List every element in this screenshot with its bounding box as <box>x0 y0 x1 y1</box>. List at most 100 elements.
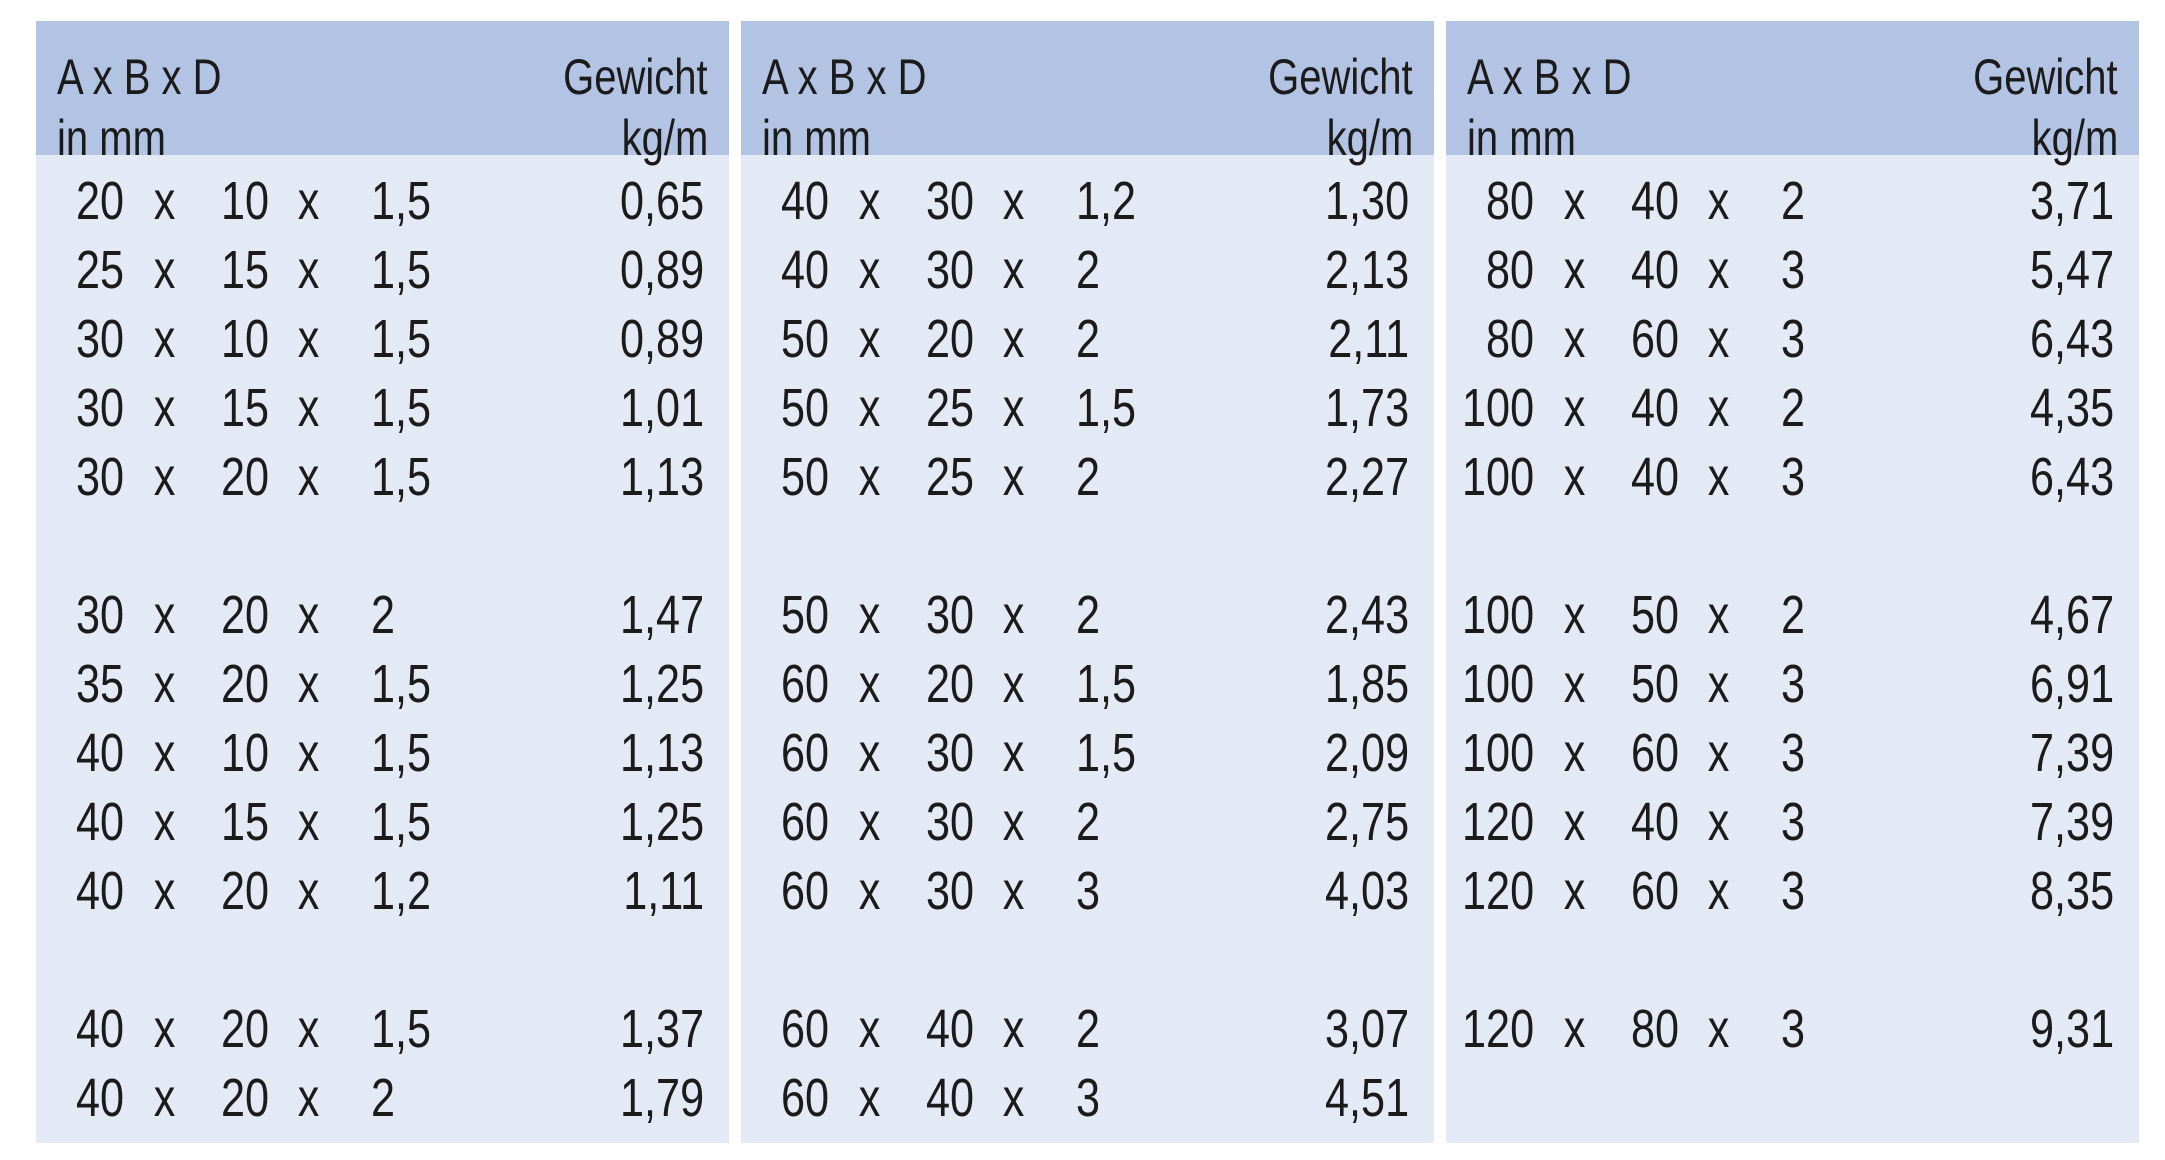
dimension-a: 100 <box>1461 654 1534 714</box>
dimension-d: 3 <box>1781 723 1806 783</box>
weight-value: 0,89 <box>619 309 704 369</box>
dimension-a: 30 <box>75 309 124 369</box>
times-sign: x <box>1563 723 1586 783</box>
times-sign: x <box>153 654 176 714</box>
times-sign: x <box>858 999 881 1059</box>
dimension-d: 1,5 <box>371 378 432 438</box>
dimension-b: 10 <box>220 723 269 783</box>
weight-value: 0,89 <box>619 240 704 300</box>
dimension-a: 100 <box>1461 447 1534 507</box>
times-sign: x <box>858 792 881 852</box>
dimension-b: 30 <box>925 585 974 645</box>
weight-value: 1,11 <box>623 861 704 921</box>
dimension-a: 60 <box>780 723 829 783</box>
dimension-b: 50 <box>1630 585 1679 645</box>
dimension-a: 40 <box>75 861 124 921</box>
dimension-b: 15 <box>220 792 269 852</box>
times-sign: x <box>1707 378 1730 438</box>
times-sign: x <box>153 861 176 921</box>
times-sign: x <box>858 723 881 783</box>
weight-value: 6,91 <box>2029 654 2114 714</box>
times-sign: x <box>1707 723 1730 783</box>
dimension-b: 60 <box>1630 309 1679 369</box>
weight-value: 4,51 <box>1324 1068 1409 1128</box>
times-sign: x <box>858 861 881 921</box>
dimension-d: 2 <box>1076 999 1101 1059</box>
weight-value: 6,43 <box>2029 309 2114 369</box>
dimension-d: 2 <box>1781 585 1806 645</box>
dimension-a: 50 <box>780 378 829 438</box>
dimension-d: 3 <box>1781 447 1806 507</box>
dimension-b: 20 <box>925 309 974 369</box>
weight-value: 4,35 <box>2029 378 2114 438</box>
weight-value: 1,30 <box>1324 171 1409 231</box>
dimension-a: 120 <box>1461 999 1534 1059</box>
times-sign: x <box>1563 171 1586 231</box>
dimension-a: 100 <box>1461 378 1534 438</box>
dimension-b: 40 <box>1630 378 1679 438</box>
weight-value: 8,35 <box>2029 861 2114 921</box>
dimension-d: 2 <box>1076 309 1101 369</box>
dims-header: A x B x D <box>762 49 927 105</box>
times-sign: x <box>297 240 320 300</box>
dimension-b: 40 <box>1630 171 1679 231</box>
dimension-b: 25 <box>925 447 974 507</box>
times-sign: x <box>1707 585 1730 645</box>
times-sign: x <box>1707 861 1730 921</box>
times-sign: x <box>297 309 320 369</box>
weight-value: 7,39 <box>2029 723 2114 783</box>
weight-value: 1,79 <box>619 1068 704 1128</box>
weight-value: 3,07 <box>1324 999 1409 1059</box>
dimension-b: 20 <box>220 447 269 507</box>
dimension-d: 1,5 <box>371 654 432 714</box>
times-sign: x <box>1707 171 1730 231</box>
dimension-d: 1,5 <box>371 723 432 783</box>
dimension-a: 40 <box>75 1068 124 1128</box>
dimension-b: 15 <box>220 240 269 300</box>
weight-value: 2,13 <box>1324 240 1409 300</box>
times-sign: x <box>153 171 176 231</box>
weight-value: 1,25 <box>619 792 704 852</box>
dimension-a: 80 <box>1485 171 1534 231</box>
dimension-a: 100 <box>1461 585 1534 645</box>
weight-value: 1,47 <box>619 585 704 645</box>
dimension-b: 60 <box>1630 861 1679 921</box>
dimension-d: 1,5 <box>371 792 432 852</box>
dimension-b: 20 <box>220 585 269 645</box>
dimension-b: 20 <box>925 654 974 714</box>
times-sign: x <box>1707 240 1730 300</box>
dimension-d: 3 <box>1076 861 1101 921</box>
times-sign: x <box>153 792 176 852</box>
times-sign: x <box>1563 861 1586 921</box>
dimension-d: 2 <box>1076 792 1101 852</box>
dims-header: A x B x D <box>1467 49 1632 105</box>
dimension-d: 2 <box>1781 171 1806 231</box>
weight-value: 9,31 <box>2029 999 2114 1059</box>
dimension-d: 2 <box>371 1068 396 1128</box>
times-sign: x <box>1002 240 1025 300</box>
dimension-a: 60 <box>780 861 829 921</box>
times-sign: x <box>1002 378 1025 438</box>
dimension-b: 30 <box>925 723 974 783</box>
dimension-d: 2 <box>1076 585 1101 645</box>
dimension-a: 60 <box>780 1068 829 1128</box>
dimension-d: 2 <box>1781 378 1806 438</box>
dimension-d: 1,2 <box>1076 171 1137 231</box>
times-sign: x <box>858 171 881 231</box>
dimension-a: 35 <box>75 654 124 714</box>
times-sign: x <box>858 240 881 300</box>
times-sign: x <box>297 378 320 438</box>
dimension-a: 40 <box>75 792 124 852</box>
dimension-d: 2 <box>1076 240 1101 300</box>
dimension-d: 3 <box>1781 792 1806 852</box>
dimension-a: 30 <box>75 447 124 507</box>
dimension-b: 80 <box>1630 999 1679 1059</box>
dimension-b: 30 <box>925 861 974 921</box>
times-sign: x <box>1563 240 1586 300</box>
weight-value: 0,65 <box>619 171 704 231</box>
dimension-d: 1,5 <box>1076 654 1137 714</box>
weight-value: 2,09 <box>1324 723 1409 783</box>
weight-header: Gewicht <box>1973 49 2119 105</box>
